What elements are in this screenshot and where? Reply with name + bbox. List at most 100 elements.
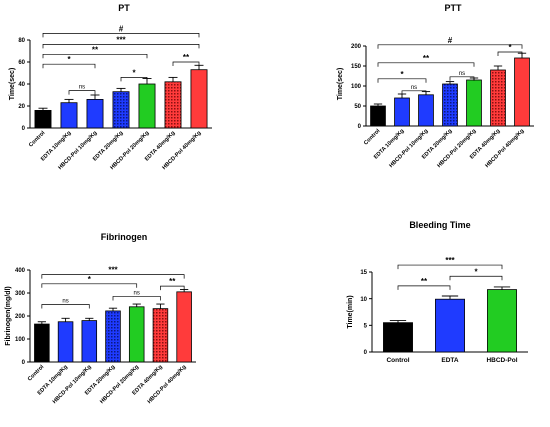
bar-fibrinogen-2 (81, 320, 98, 363)
y-tick-label-bleeding-0: 0 (364, 350, 368, 356)
y-tick-label-ptt-0: 0 (358, 124, 362, 130)
bar-fibrinogen-0 (34, 323, 50, 363)
sig-label-pt-6: # (119, 24, 124, 33)
chart-title-ptt: PTT (445, 3, 463, 13)
sig-bracket-fibrinogen-4 (41, 274, 185, 279)
sig-bracket-ptt-3 (377, 62, 475, 67)
bar-ptt-5 (490, 69, 506, 127)
bar-pt-3 (112, 91, 130, 129)
y-tick-label-bleeding-1: 5 (364, 324, 368, 330)
y-tick-label-pt-4: 80 (18, 38, 25, 44)
sig-label-fibrinogen-3: * (88, 275, 92, 284)
ylabel-fibrinogen: Fibrinogen(mg/dl) (5, 286, 12, 346)
sig-label-ptt-4: * (508, 43, 512, 52)
sig-bracket-pt-0 (42, 63, 96, 69)
sig-bracket-ptt-4 (497, 51, 523, 56)
y-tick-label-fibrinogen-1: 100 (15, 337, 26, 343)
sig-label-fibrinogen-2: ** (169, 277, 176, 286)
y-tick-label-fibrinogen-2: 200 (15, 314, 26, 320)
sig-bracket-pt-1 (68, 90, 96, 95)
sig-bracket-ptt-1 (401, 90, 427, 95)
x-tick-label-ptt-0: Control (363, 128, 382, 147)
sig-bracket-ptt-5 (377, 44, 523, 49)
y-tick-label-fibrinogen-3: 300 (15, 291, 26, 297)
bar-pt-1 (60, 102, 78, 129)
bar-pt-4 (138, 83, 156, 129)
sig-label-pt-5: *** (116, 35, 126, 44)
x-tick-label-bleeding-0: Control (386, 357, 409, 364)
sig-label-pt-4: ** (183, 53, 190, 62)
ylabel-pt: Time(sec) (9, 68, 16, 101)
bar-pt-0 (34, 110, 52, 129)
x-tick-label-fibrinogen-0: Control (27, 364, 46, 383)
sig-bracket-pt-3 (42, 53, 148, 59)
sig-bracket-pt-2 (120, 77, 148, 82)
sig-bracket-fibrinogen-3 (41, 283, 138, 288)
sig-bracket-bleeding-1 (449, 275, 503, 281)
sig-label-ptt-2: ns (459, 71, 465, 77)
ylabel-bleeding: Time(min) (347, 295, 354, 328)
sig-bracket-bleeding-2 (397, 264, 503, 270)
sig-bracket-ptt-2 (449, 76, 475, 81)
sig-label-pt-3: ** (92, 45, 99, 54)
y-tick-label-ptt-3: 150 (351, 64, 362, 70)
x-tick-label-bleeding-2: HBCD-Pol (486, 357, 517, 364)
chart-title-bleeding: Bleeding Time (409, 220, 470, 230)
sig-bracket-pt-6 (42, 33, 200, 38)
bar-ptt-0 (370, 105, 386, 127)
y-tick-label-pt-2: 40 (18, 82, 25, 88)
bar-ptt-4 (466, 79, 482, 127)
chart-title-pt: PT (118, 3, 130, 13)
bar-fibrinogen-1 (57, 321, 74, 363)
sig-label-bleeding-0: ** (421, 277, 428, 286)
sig-bracket-pt-4 (172, 61, 200, 66)
sig-label-ptt-5: # (448, 36, 453, 45)
sig-bracket-fibrinogen-1 (112, 296, 161, 301)
sig-label-pt-1: ns (79, 85, 85, 91)
sig-bracket-bleeding-0 (397, 285, 451, 290)
bar-ptt-3 (442, 83, 458, 127)
bar-ptt-1 (394, 97, 410, 127)
sig-bracket-ptt-0 (377, 78, 427, 83)
y-tick-label-fibrinogen-4: 400 (15, 268, 26, 274)
sig-label-bleeding-1: * (474, 267, 478, 276)
sig-label-fibrinogen-1: ns (134, 290, 140, 296)
panel-fibrinogen: Fibrinogen Fibrinogen(mg/dl) 0 100 200 300 4… (5, 232, 196, 405)
sig-label-ptt-3: ** (423, 54, 430, 63)
sig-bracket-fibrinogen-2 (160, 285, 185, 291)
y-tick-label-pt-3: 60 (18, 60, 25, 66)
y-tick-label-ptt-4: 200 (351, 44, 362, 50)
x-tick-label-bleeding-1: EDTA (441, 357, 459, 364)
y-tick-label-pt-1: 20 (18, 104, 25, 110)
y-tick-label-fibrinogen-0: 0 (22, 360, 26, 366)
y-tick-label-ptt-1: 50 (354, 104, 361, 110)
panel-bleeding: Bleeding Time Time(min) 0 5 10 15 Control EDT… (347, 220, 528, 364)
sig-label-fibrinogen-4: *** (108, 266, 118, 275)
sig-label-ptt-0: * (400, 70, 404, 79)
bar-ptt-2 (418, 94, 434, 127)
sig-label-bleeding-2: *** (445, 256, 455, 265)
y-tick-label-pt-0: 0 (22, 126, 26, 132)
ylabel-ptt: Time(sec) (337, 68, 344, 101)
bar-fibrinogen-3 (105, 310, 121, 363)
sig-label-ptt-1: ns (411, 85, 417, 91)
bar-pt-2 (86, 99, 104, 129)
bar-fibrinogen-6 (176, 291, 192, 363)
y-tick-label-bleeding-3: 15 (360, 270, 367, 276)
bar-pt-5 (164, 81, 182, 129)
bar-fibrinogen-5 (152, 308, 169, 363)
y-tick-label-ptt-2: 100 (351, 84, 362, 90)
sig-label-fibrinogen-0: ns (62, 299, 68, 305)
sig-label-pt-0: * (67, 55, 71, 64)
x-tick-label-pt-0: Control (28, 130, 47, 149)
bar-pt-6 (190, 69, 208, 129)
bar-bleeding-2 (487, 289, 517, 353)
bar-fibrinogen-4 (128, 306, 145, 363)
y-tick-label-bleeding-2: 10 (360, 297, 367, 303)
bar-bleeding-1 (435, 298, 465, 353)
